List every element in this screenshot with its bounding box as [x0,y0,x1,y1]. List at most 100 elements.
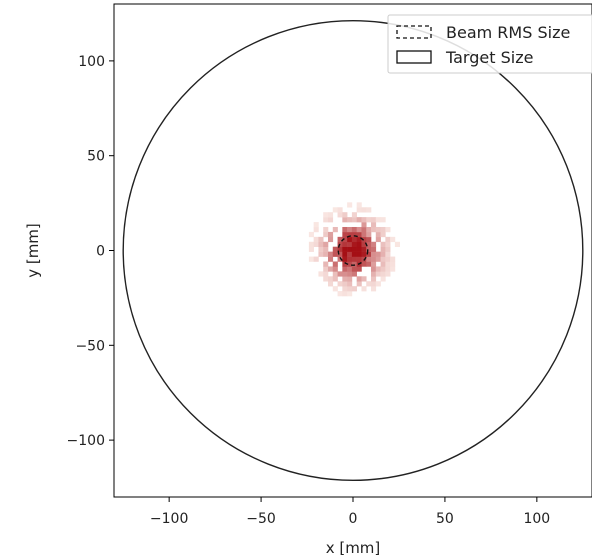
heatmap-cell [361,207,367,213]
heatmap-cell [366,281,372,287]
heatmap-cell [351,236,357,243]
heatmap-cell [385,226,391,233]
heatmap-cell [318,236,324,243]
heatmap-cell [347,217,353,223]
target-size-circle [122,19,584,482]
heatmap-cell [385,266,391,272]
heatmap-cell [342,246,348,252]
heatmap-cell [366,236,372,243]
heatmap-cell [375,266,381,272]
heatmap-cell [380,217,386,223]
heatmap-cell [342,271,348,277]
heatmap-cell [327,212,334,218]
heatmap-cell [380,251,386,257]
heatmap-cell [313,222,319,228]
heatmap-cell [347,261,353,267]
heatmap-cell [385,241,391,248]
heatmap-cell [327,281,334,287]
heatmap-cell [327,251,334,257]
heatmap-cell [351,286,357,292]
heatmap-cell [318,241,324,248]
heatmap-cell [351,231,357,238]
x-tick-label: −100 [150,511,188,527]
heatmap-cell [342,236,348,243]
heatmap-cell [380,241,386,248]
heatmap-cell [356,256,362,262]
heatmap-cell [342,281,348,287]
heatmap-cell [371,222,377,228]
heatmap-cell [327,231,334,238]
heatmap-cell [361,217,367,223]
heatmap-cell [356,217,362,223]
heatmap-cell [351,212,357,218]
y-tick-label: 100 [78,54,105,70]
heatmap-cell [347,251,353,257]
heatmap-cell [342,231,348,238]
heatmap-cell [332,246,338,252]
heatmap-cell [375,231,381,238]
heatmap-cell [323,271,329,277]
heatmap-cell [371,256,377,262]
heatmap-cell [361,236,367,243]
heatmap-cell [351,241,357,248]
heatmap-cell [375,251,381,257]
heatmap-cell [371,281,377,287]
heatmap-cell [323,266,329,272]
heatmap-cell [351,261,357,267]
heatmap-cell [361,241,367,248]
heatmap-cell [347,271,353,277]
x-axis: −100 −50 0 50 100 [150,497,550,527]
heatmap-cell [332,261,338,267]
heatmap-cell [347,266,353,272]
heatmap-cell [366,251,372,257]
heatmap-cell [356,231,362,238]
heatmap-cell [380,261,386,267]
heatmap-cell [356,251,362,257]
heatmap-cell [394,241,400,248]
heatmap-cell [347,286,353,292]
heatmap-cell [366,207,372,213]
x-axis-label: x [mm] [326,539,381,557]
heatmap-cell [356,207,362,213]
heatmap-cell [390,266,396,272]
heatmap-cell [342,212,348,218]
heatmap-cell [332,286,338,292]
heatmap-cell [366,246,372,252]
heatmap-cell [375,226,381,233]
x-tick-label: 0 [349,511,358,527]
heatmap-cell [371,276,377,282]
heatmap-cell [351,217,357,223]
heatmap-cell [342,256,348,262]
heatmap-cell [380,271,386,277]
heatmap-cell [323,241,329,248]
heatmap-cell [375,281,381,287]
legend-box [387,14,592,74]
heatmap-cell [375,217,381,223]
heatmap-cell [361,276,367,282]
heatmap-cell [337,291,343,297]
heatmap-cell [361,226,367,233]
heatmap-cell [380,256,386,262]
heatmap-cell [323,217,329,223]
y-tick-label: 0 [96,244,105,260]
heatmap-cell [351,266,357,272]
heatmap-cell [337,236,343,243]
heatmap-cell [332,271,338,277]
heatmap-cell [371,246,377,252]
heatmap-cell [356,266,362,272]
x-tick-label: 100 [523,511,550,527]
heatmap-cell [337,251,343,257]
heatmap-cell [371,261,377,267]
heatmap-cell [342,291,348,297]
heatmap-cell [380,246,386,252]
heatmap-cell [347,202,353,208]
heatmap-cell [347,281,353,287]
heatmap-cell [342,276,348,282]
heatmap-cell [323,261,329,267]
heatmap-cell [332,226,338,233]
heatmap-cell [308,241,314,248]
x-tick-label: 50 [436,511,454,527]
heatmap-cell [323,251,329,257]
heatmap-cell [366,241,372,248]
heatmap-cell [318,251,324,257]
